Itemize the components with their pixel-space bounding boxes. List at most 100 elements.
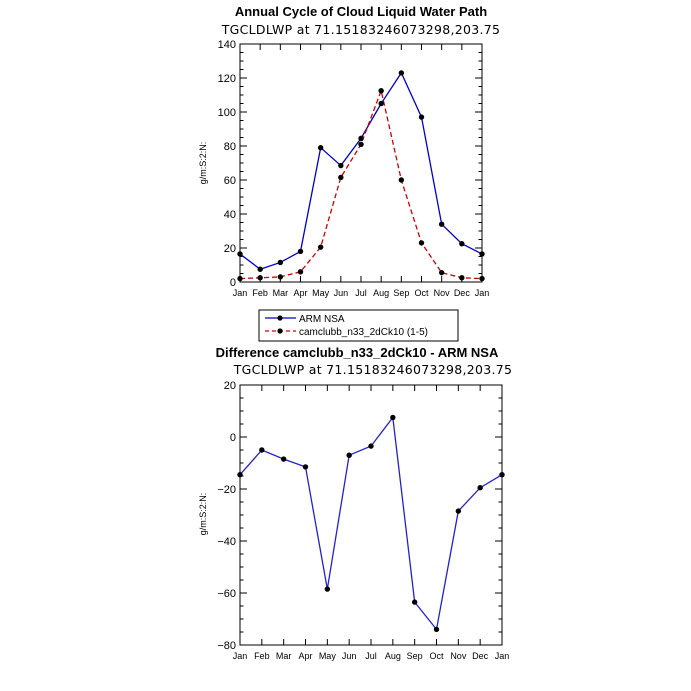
bottom-chart-y-tick-label: 20 [224, 380, 236, 392]
top-chart-series-1-point [237, 275, 243, 282]
top-chart-x-axis: Jan Feb Mar Apr May Jun Jul Aug Sep Oct Nov Dec Jan [233, 44, 490, 298]
top-chart-series-0-point [297, 248, 304, 255]
bottom-chart-x-tick-label: Oct [429, 651, 444, 661]
top-chart-series [237, 70, 485, 282]
top-chart-y-tick-label: 40 [224, 209, 236, 221]
top-chart-y-tick-label: 120 [218, 73, 236, 85]
top-chart-y-tick-label: 60 [224, 175, 236, 187]
top-chart-y-tick-label: 0 [230, 277, 236, 289]
bottom-chart-x-tick-label: Apr [298, 651, 312, 661]
bottom-chart-y-axis: −80 −60 −40 −20 0 20 [217, 380, 502, 652]
top-chart-y-axis: 0 20 40 60 80 100 120 140 [218, 39, 482, 289]
top-chart-series-1-point [297, 269, 304, 275]
top-chart-series-1-point [459, 275, 465, 281]
top-chart-series-0-point [398, 70, 405, 76]
annual-cycle-chart: Annual Cycle of Cloud Liquid Water Path … [198, 4, 500, 298]
top-chart-series-1-point [418, 240, 425, 246]
top-chart-series-0-point [358, 135, 364, 142]
top-chart-title: Annual Cycle of Cloud Liquid Water Path [235, 4, 487, 19]
top-chart-series-0-point [338, 162, 344, 169]
bottom-chart-x-tick-label: May [319, 651, 337, 661]
legend-label-cam: camclubb_n33_2dCk10 (1-5) [299, 327, 428, 338]
bottom-chart-y-tick-label: −20 [217, 484, 236, 496]
bottom-chart-x-tick-label: Sep [407, 651, 423, 661]
bottom-chart-x-tick-label: Jan [495, 651, 510, 661]
bottom-chart-title: Difference camclubb_n33_2dCk10 - ARM NSA [216, 345, 499, 360]
top-chart-series-1-point [277, 274, 284, 280]
bottom-chart-y-tick-label: −80 [217, 640, 236, 652]
top-chart-series-1-point [338, 174, 344, 181]
top-chart-series-0-point [237, 251, 243, 257]
top-chart-x-tick-label: Aug [373, 288, 389, 298]
top-chart-series-1-point [358, 141, 364, 147]
bottom-chart-series-0-point [368, 443, 374, 449]
top-chart-x-tick-label: Feb [252, 288, 268, 298]
top-chart-series-0-point [317, 145, 324, 151]
legend-marker-cam [277, 328, 283, 334]
bottom-chart-x-tick-label: Mar [276, 651, 292, 661]
top-chart-series-1-point [398, 177, 405, 183]
bottom-chart-subtitle: TGCLDLWP at 71.15183246073298,203.75 [233, 362, 513, 377]
legend-label-arm: ARM NSA [299, 314, 345, 325]
top-chart-series-0-point [378, 100, 384, 107]
bottom-chart-ylabel: g/m:S:2:N: [198, 493, 208, 536]
top-chart-x-tick-label: Oct [414, 288, 429, 298]
top-chart-x-tick-label: Jul [355, 288, 367, 298]
top-chart-x-tick-label: Jun [334, 288, 349, 298]
legend: ARM NSA camclubb_n33_2dCk10 (1-5) [258, 309, 459, 342]
legend-marker-arm [277, 315, 283, 321]
bottom-chart-x-axis: Jan Feb Mar Apr May Jun Jul Aug Sep Oct Nov Dec Jan [233, 385, 510, 661]
difference-chart: Difference camclubb_n33_2dCk10 - ARM NSA… [198, 345, 512, 661]
bottom-chart-series-line-0 [239, 415, 503, 631]
bottom-chart-x-tick-label: Aug [385, 651, 401, 661]
bottom-chart-series-0-point [455, 508, 462, 514]
bottom-chart-series-0-point [411, 599, 418, 605]
bottom-chart-series-0-point [499, 472, 505, 478]
bottom-chart-series-0-point [390, 414, 396, 421]
bottom-chart-y-tick-label: −60 [217, 588, 236, 600]
top-chart-series-0-point [459, 241, 465, 247]
top-chart-y-tick-label: 80 [224, 141, 236, 153]
top-chart-series-1-point [378, 88, 384, 94]
top-chart-y-tick-label: 140 [218, 39, 236, 51]
top-chart-series-line-0 [239, 71, 483, 270]
top-chart-series-0-point [479, 251, 485, 257]
bottom-chart-series [237, 414, 505, 633]
bottom-chart-x-tick-label: Nov [450, 651, 467, 661]
top-chart-x-tick-label: Apr [293, 288, 307, 298]
bottom-chart-series-0-point [259, 447, 265, 453]
bottom-chart-frame [239, 384, 503, 646]
top-chart-series-0-point [438, 221, 445, 227]
top-chart-ylabel: g/m:S:2:N: [198, 142, 208, 185]
top-chart-series-1-point [317, 244, 324, 250]
top-chart-x-tick-label: Sep [393, 288, 409, 298]
top-chart-subtitle: TGCLDLWP at 71.15183246073298,203.75 [221, 22, 501, 37]
top-chart-series-1-point [438, 269, 445, 276]
bottom-chart-series-0-point [302, 464, 309, 470]
top-chart-x-tick-label: Dec [454, 288, 471, 298]
bottom-chart-x-tick-label: Jun [342, 651, 357, 661]
bottom-chart-series-0-point [346, 452, 352, 458]
top-chart-x-tick-label: Nov [434, 288, 451, 298]
bottom-chart-series-0-point [433, 626, 440, 633]
legend-box [258, 309, 459, 342]
top-chart-x-tick-label: Jan [475, 288, 490, 298]
bottom-chart-series-0-point [280, 456, 287, 462]
top-chart-x-tick-label: Mar [273, 288, 289, 298]
top-chart-series-1-point [479, 275, 485, 282]
bottom-chart-series-0-point [477, 485, 483, 491]
top-chart-y-tick-label: 100 [218, 107, 236, 119]
bottom-chart-x-tick-label: Dec [472, 651, 489, 661]
top-chart-y-tick-label: 20 [224, 243, 236, 255]
top-chart-series-line-1 [239, 88, 483, 280]
bottom-chart-x-tick-label: Jan [233, 651, 248, 661]
bottom-chart-y-tick-label: 0 [230, 432, 236, 444]
top-chart-series-0-point [257, 266, 263, 272]
top-chart-series-1-point [257, 275, 263, 281]
bottom-chart-x-tick-label: Feb [254, 651, 270, 661]
top-chart-x-tick-label: May [312, 288, 330, 298]
top-chart-frame [239, 43, 483, 283]
top-chart-series-0-point [277, 259, 284, 266]
bottom-chart-y-tick-label: −40 [217, 536, 236, 548]
